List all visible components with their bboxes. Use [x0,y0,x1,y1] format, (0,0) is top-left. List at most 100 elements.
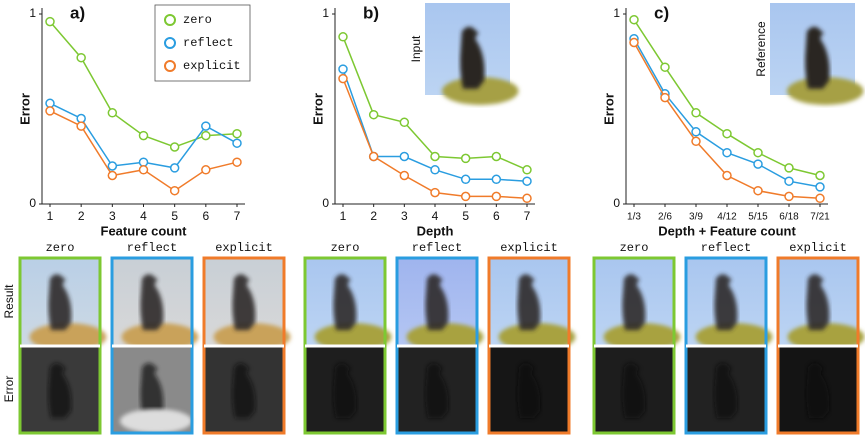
data-point [784,191,794,202]
bird [140,274,164,331]
data-point [460,191,471,202]
error-highlight [120,409,192,433]
data-point [399,117,410,128]
data-point [169,185,180,196]
x-tick-label: 2/6 [658,212,672,223]
x-tick-label: 3 [109,209,116,223]
data-point [460,153,471,164]
column-label: reflect [412,241,462,255]
x-tick-label: 5 [462,209,469,223]
data-point [691,108,701,118]
legend-marker [164,60,176,72]
x-tick-label: 2 [78,209,85,223]
result-grass [29,323,107,351]
data-point [430,165,440,175]
data-point [399,151,410,162]
data-point [201,121,211,131]
panel-label: c) [654,3,669,22]
y-tick-label: 1 [613,6,620,20]
bird [622,363,646,419]
inset-label: Reference [754,21,768,77]
data-point [491,174,502,185]
x-tick-label: 1/3 [627,212,641,223]
result-grass [406,323,484,351]
x-tick-label: 2 [370,209,377,223]
inset-grass [787,77,864,105]
y-tick-label: 0 [322,196,329,210]
data-point [338,73,348,84]
data-point [522,165,532,175]
bird [806,274,830,331]
legend-label: reflect [183,36,233,50]
data-point [722,128,732,139]
result-grass [498,323,576,351]
column-label: explicit [500,241,558,255]
data-point [232,138,242,148]
data-point [138,165,149,175]
legend-marker [164,37,176,49]
data-point [138,157,149,167]
bird [333,363,357,419]
x-tick-label: 3/9 [689,212,703,223]
data-point [45,106,55,116]
data-point [691,127,701,137]
data-point [815,182,825,192]
bird [48,274,72,331]
data-point [491,191,502,202]
result-grass [603,323,681,351]
y-tick-label: 0 [29,196,36,210]
bird [517,274,541,331]
data-point [169,163,180,173]
data-point [169,142,180,152]
data-point [460,174,471,185]
column-label: zero [46,241,75,255]
x-tick-label: 1 [340,209,347,223]
bird [714,274,738,331]
x-tick-label: 4 [432,209,439,223]
bird [232,363,256,419]
bird [622,274,646,331]
x-axis-title: Depth [417,223,454,238]
x-tick-label: 3 [401,209,408,223]
data-point [629,14,639,25]
column-label: zero [620,241,649,255]
x-tick-label: 5/15 [748,212,768,223]
y-axis-title: Error [601,93,616,125]
bird [425,363,449,419]
y-tick-label: 1 [29,6,36,20]
data-point [753,159,763,169]
bird [333,274,357,331]
x-tick-label: 4 [140,209,147,223]
legend-label: explicit [183,59,241,73]
data-point [138,130,149,141]
row-label: Result [2,284,16,319]
x-axis-title: Depth + Feature count [658,223,796,238]
legend-marker [164,14,176,26]
data-point [201,130,211,141]
legend-label: zero [183,13,212,27]
data-point [76,52,86,63]
result-grass [787,323,865,351]
data-point [753,185,763,196]
y-axis-title: Error [17,93,32,125]
data-point [784,176,794,186]
x-tick-label: 5 [171,209,178,223]
x-tick-label: 7/21 [810,212,830,223]
data-point [660,92,670,103]
inset-grass [442,77,519,105]
data-point [232,157,242,167]
y-tick-label: 0 [613,196,620,210]
data-point [201,165,211,175]
bird [140,363,164,419]
data-point [338,32,348,42]
bird [425,274,449,331]
x-tick-label: 6 [493,209,500,223]
data-point [691,136,701,147]
data-point [45,98,55,109]
data-point [107,108,118,118]
column-label: explicit [215,241,273,255]
bird [806,363,830,419]
result-grass [695,323,773,351]
data-point [522,193,532,204]
